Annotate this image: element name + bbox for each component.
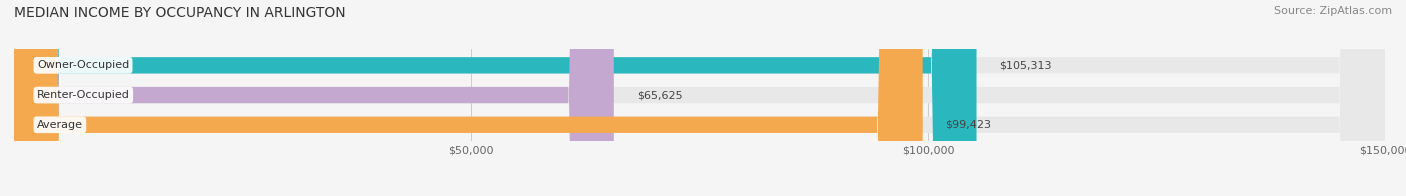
Text: Source: ZipAtlas.com: Source: ZipAtlas.com xyxy=(1274,6,1392,16)
Text: MEDIAN INCOME BY OCCUPANCY IN ARLINGTON: MEDIAN INCOME BY OCCUPANCY IN ARLINGTON xyxy=(14,6,346,20)
Text: $65,625: $65,625 xyxy=(637,90,682,100)
Text: Average: Average xyxy=(37,120,83,130)
FancyBboxPatch shape xyxy=(14,0,1385,196)
Text: $99,423: $99,423 xyxy=(945,120,991,130)
FancyBboxPatch shape xyxy=(14,0,614,196)
FancyBboxPatch shape xyxy=(14,0,1385,196)
Text: $105,313: $105,313 xyxy=(1000,60,1052,70)
FancyBboxPatch shape xyxy=(14,0,1385,196)
FancyBboxPatch shape xyxy=(14,0,922,196)
FancyBboxPatch shape xyxy=(14,0,977,196)
Text: Renter-Occupied: Renter-Occupied xyxy=(37,90,129,100)
Text: Owner-Occupied: Owner-Occupied xyxy=(37,60,129,70)
